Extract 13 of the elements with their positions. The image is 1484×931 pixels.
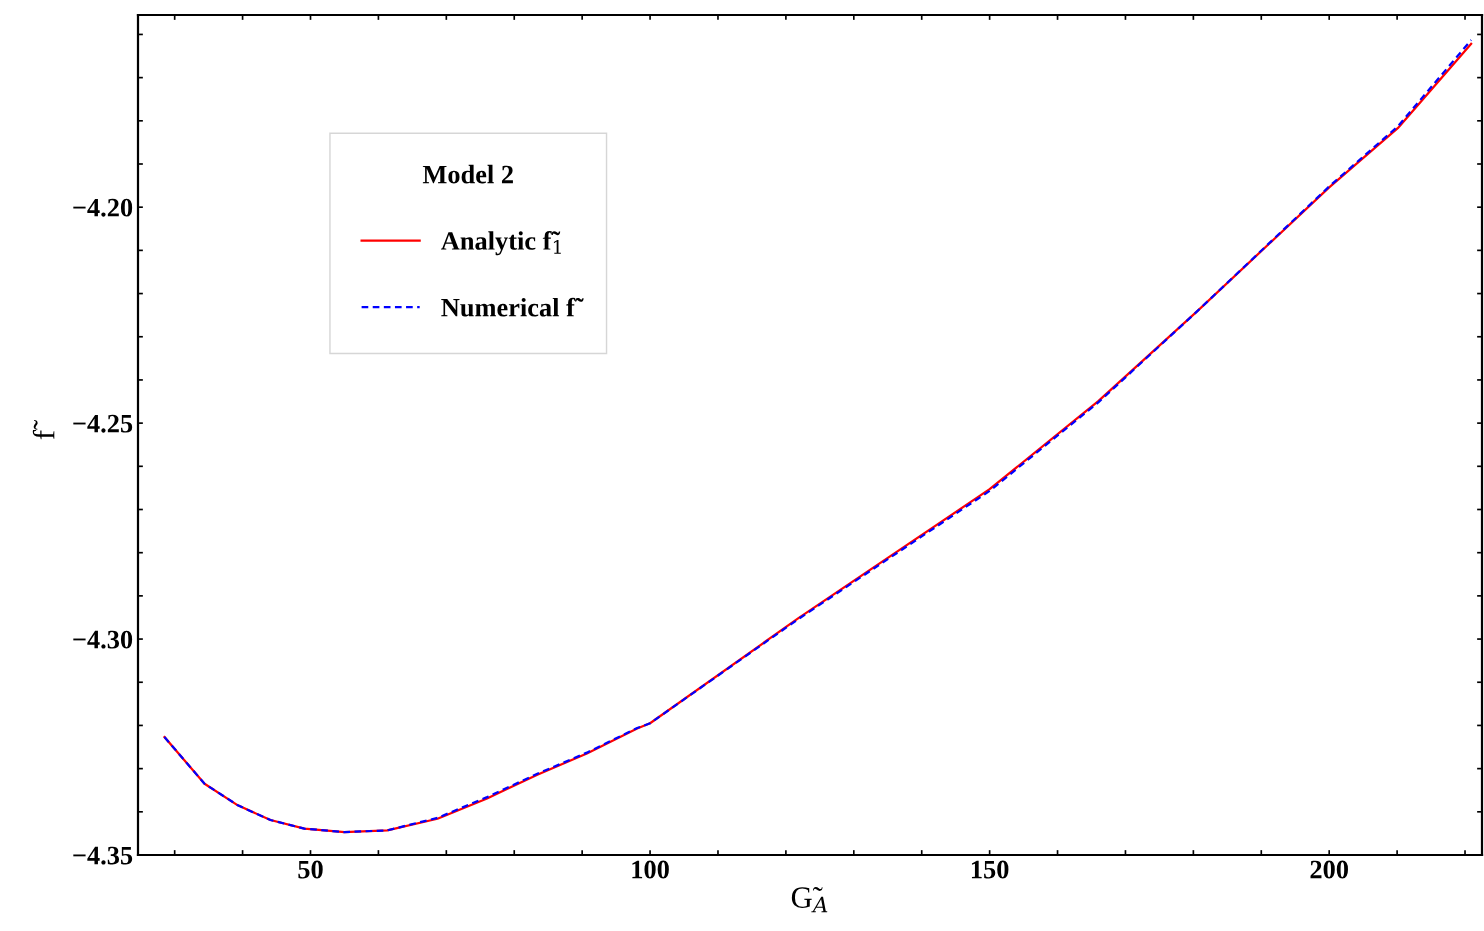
y-tick-label: −4.30 xyxy=(73,630,133,649)
y-tick-label: −4.20 xyxy=(73,198,133,217)
x-tick-label: 150 xyxy=(971,860,1009,879)
legend-label: Numerical f̃ xyxy=(441,297,584,317)
legend-title: Model 2 xyxy=(422,164,513,184)
x-tick-label: 200 xyxy=(1310,860,1348,879)
legend-label: Analytic f̃$_{1}$ xyxy=(441,231,561,256)
x-tick-label: 50 xyxy=(298,860,323,879)
y-tick-label: −4.25 xyxy=(73,414,133,433)
x-axis-title: G̃$_{A}$ xyxy=(791,887,828,913)
y-tick-label: −4.35 xyxy=(73,846,133,865)
y-axis-title: f̃ xyxy=(32,419,55,440)
x-tick-label: 100 xyxy=(632,860,669,879)
